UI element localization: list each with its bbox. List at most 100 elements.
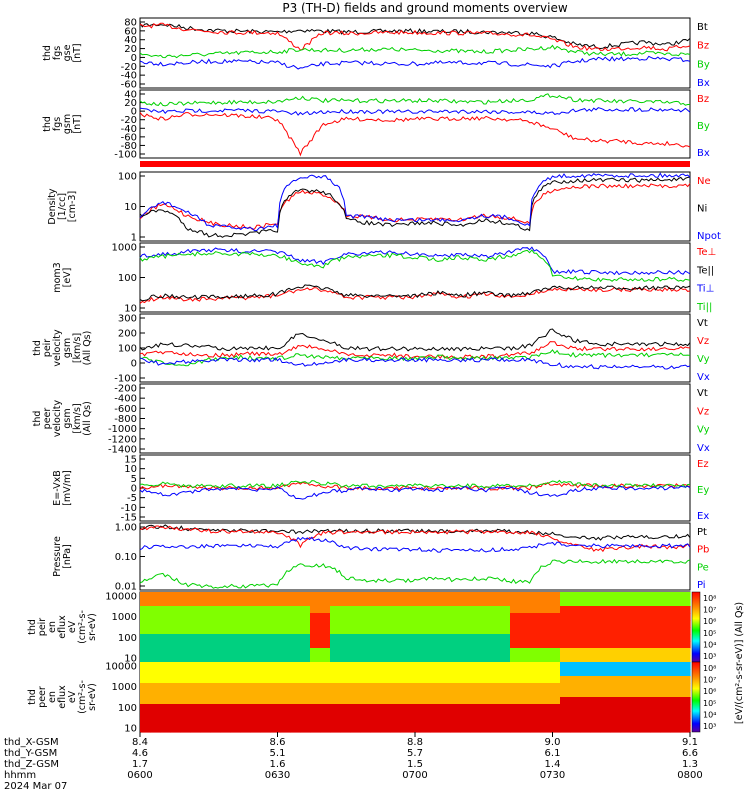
spectrogram-cell (140, 683, 151, 691)
spectrogram-cell (570, 641, 581, 649)
spectrogram-cell (640, 627, 651, 635)
spectrogram-cell (180, 634, 191, 642)
spectrogram-cell (350, 718, 361, 726)
spectrogram-cell (220, 655, 231, 663)
y-axis-label: thd peir velocity gsm [km/s] (All Qs) (32, 329, 93, 367)
spectrogram-cell (580, 669, 591, 677)
spectrogram-cell (400, 634, 411, 642)
spectrogram-cell (640, 711, 651, 719)
spectrogram-cell (580, 648, 591, 656)
spectrogram-cell (570, 676, 581, 684)
spectrogram-cell (230, 613, 241, 621)
spectrogram-cell (640, 697, 651, 705)
spectrogram-cell (140, 725, 151, 733)
spectrogram-cell (480, 676, 491, 684)
spectrogram-cell (190, 655, 201, 663)
spectrogram-cell (410, 725, 421, 733)
spectrogram-cell (380, 620, 391, 628)
spectrogram-cell (460, 641, 471, 649)
spectrogram-cell (380, 683, 391, 691)
spectrogram-cell (570, 606, 581, 614)
spectrogram-cell (210, 697, 221, 705)
spectrogram-cell (330, 683, 341, 691)
spectrogram-cell (590, 711, 601, 719)
y-axis-label-line: (All Qs) (82, 331, 93, 366)
spectrogram-cell (590, 655, 601, 663)
spectrogram-cell (480, 718, 491, 726)
spectrogram-cell (180, 718, 191, 726)
spectrogram-cell (310, 627, 321, 635)
spectrogram-cell (150, 599, 161, 607)
spectrogram-cell (500, 690, 511, 698)
spectrogram-cell (340, 613, 351, 621)
spectrogram-cell (460, 599, 471, 607)
y-tick-label: 10 (124, 304, 137, 315)
spectrogram-cell (650, 690, 661, 698)
legend-entry: Pe (697, 562, 709, 573)
spectrogram-cell (170, 704, 181, 712)
spectrogram-cell (300, 613, 311, 621)
spectrogram-cell (560, 599, 571, 607)
spectrogram-cell (390, 704, 401, 712)
spectrogram-cell (310, 725, 321, 733)
spectrogram-cell (470, 620, 481, 628)
spectrogram-cell (670, 634, 681, 642)
spectrogram-cell (140, 662, 151, 670)
y-tick-label: 40 (124, 35, 137, 46)
spectrogram-cell (320, 725, 331, 733)
spectrogram-cell (610, 704, 621, 712)
spectrogram-cell (220, 662, 231, 670)
spectrogram-cell (340, 725, 351, 733)
y-tick-label: -60 (121, 132, 137, 143)
spectrogram-cell (680, 627, 691, 635)
spectrogram-cell (600, 725, 611, 733)
spectrogram-cell (440, 592, 451, 600)
y-axis-label-line: Density (47, 188, 58, 224)
spectrogram-cell (230, 648, 241, 656)
spectrogram-cell (610, 606, 621, 614)
y-tick-label: -100 (114, 374, 137, 385)
spectrogram-cell (470, 697, 481, 705)
spectrogram-cell (370, 592, 381, 600)
spectrogram-cell (150, 655, 161, 663)
spectrogram-cell (250, 634, 261, 642)
time-tick-label: 1.4 (545, 759, 561, 770)
spectrogram-cell (310, 669, 321, 677)
spectrogram-cell (550, 711, 561, 719)
y-axis-label: mom3 [eV] (52, 262, 73, 292)
spectrogram-cell (510, 725, 521, 733)
spectrogram-cell (360, 718, 371, 726)
spectrogram-cell (210, 648, 221, 656)
spectrogram-cell (160, 718, 171, 726)
spectrogram-cell (370, 613, 381, 621)
spectrogram-cell (170, 648, 181, 656)
spectrogram-cell (580, 627, 591, 635)
spectrogram-cell (240, 669, 251, 677)
spectrogram-cell (470, 669, 481, 677)
spectrogram-cell (520, 718, 531, 726)
series-line-Pi (139, 536, 691, 553)
y-axis-label-line: gsm (62, 338, 73, 358)
spectrogram-cell (280, 648, 291, 656)
spectrogram-cell (430, 711, 441, 719)
spectrogram-cell (180, 599, 191, 607)
spectrogram-cell (250, 683, 261, 691)
spectrogram-cell (380, 592, 391, 600)
spectrogram-cell (380, 613, 391, 621)
spectrogram-cell (370, 620, 381, 628)
spectrogram-cell (560, 676, 571, 684)
spectrogram-cell (430, 718, 441, 726)
spectrogram-cell (140, 676, 151, 684)
spectrogram-cell (280, 655, 291, 663)
y-axis-label-line: thd (32, 411, 43, 427)
spectrogram-cell (220, 620, 231, 628)
spectrogram-cell (410, 662, 421, 670)
spectrogram-cell (400, 613, 411, 621)
spectrogram-cell (390, 592, 401, 600)
spectrogram-cell (290, 627, 301, 635)
spectrogram-cell (250, 669, 261, 677)
spectrogram-cell (420, 718, 431, 726)
spectrogram-cell (140, 655, 151, 663)
spectrogram-cell (480, 606, 491, 614)
spectrogram-cell (210, 627, 221, 635)
